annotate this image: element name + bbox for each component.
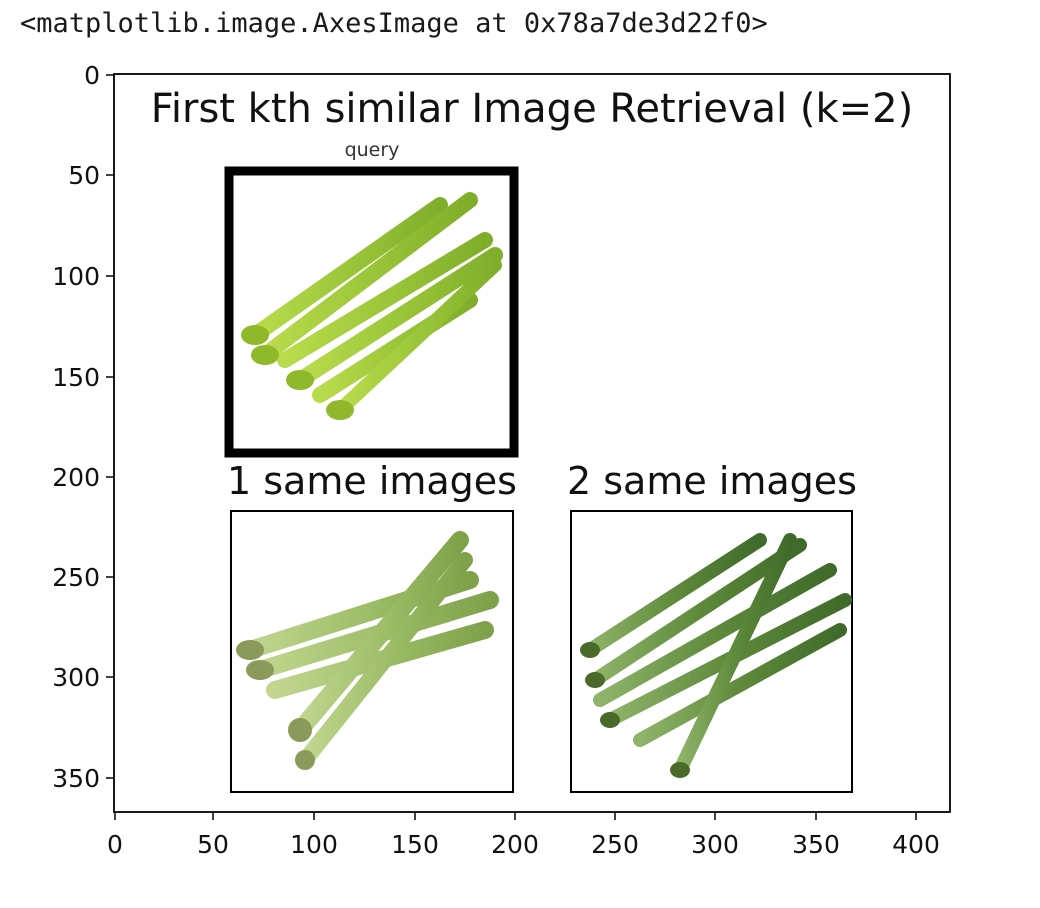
x-tick-label: 0 [107,830,123,859]
query-image [224,166,519,458]
x-tick-label: 350 [792,830,840,859]
y-tick-label: 50 [68,161,100,190]
asparagus-result-1-icon [236,531,499,770]
y-tick-label: 250 [52,563,100,592]
y-tick-label: 0 [84,61,100,90]
result-label-2: 2 same images [567,459,857,503]
y-tick-label: 150 [52,363,100,392]
x-tick-label: 50 [197,830,229,859]
result-label-1: 1 same images [227,459,517,503]
result-image-2 [570,510,853,793]
cell-output-repr: <matplotlib.image.AxesImage at 0x78a7de3… [20,8,768,39]
query-label: query [345,139,400,161]
result-image-1 [230,510,514,793]
y-tick-label: 350 [52,764,100,793]
x-tick-label: 400 [892,830,940,859]
asparagus-result-2-icon [580,533,852,778]
asparagus-query-icon [241,192,503,420]
x-tick-label: 150 [391,830,439,859]
x-tick-label: 200 [491,830,539,859]
figure-title: First kth similar Image Retrieval (k=2) [151,86,913,132]
y-tick-label: 200 [52,463,100,492]
x-tick-label: 100 [290,830,338,859]
x-axis: 0 50 100 150 200 250 300 350 400 [107,812,940,859]
y-axis: 0 50 100 150 200 250 300 350 [52,61,114,793]
x-tick-label: 300 [691,830,739,859]
x-tick-label: 250 [591,830,639,859]
y-tick-label: 300 [52,663,100,692]
y-tick-label: 100 [52,262,100,291]
